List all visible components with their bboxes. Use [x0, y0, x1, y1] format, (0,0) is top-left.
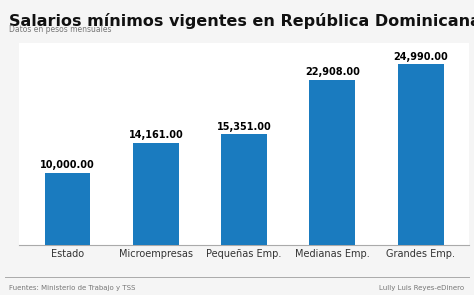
Text: Salarios mínimos vigentes en República Dominicana: Salarios mínimos vigentes en República D…	[9, 13, 474, 30]
Bar	[310, 80, 356, 245]
Text: 24,990.00: 24,990.00	[393, 52, 448, 62]
Text: Datos en pesos mensuales: Datos en pesos mensuales	[9, 25, 112, 34]
Bar	[45, 173, 91, 245]
Text: Lully Luis Reyes-eDinero: Lully Luis Reyes-eDinero	[379, 285, 465, 291]
Bar	[398, 65, 444, 245]
Bar	[221, 134, 267, 245]
Text: Fuentes: Ministerio de Trabajo y TSS: Fuentes: Ministerio de Trabajo y TSS	[9, 285, 136, 291]
Text: 15,351.00: 15,351.00	[217, 122, 272, 132]
Text: 14,161.00: 14,161.00	[128, 130, 183, 140]
Text: 22,908.00: 22,908.00	[305, 67, 360, 77]
Text: 10,000.00: 10,000.00	[40, 160, 95, 170]
Bar	[133, 143, 179, 245]
